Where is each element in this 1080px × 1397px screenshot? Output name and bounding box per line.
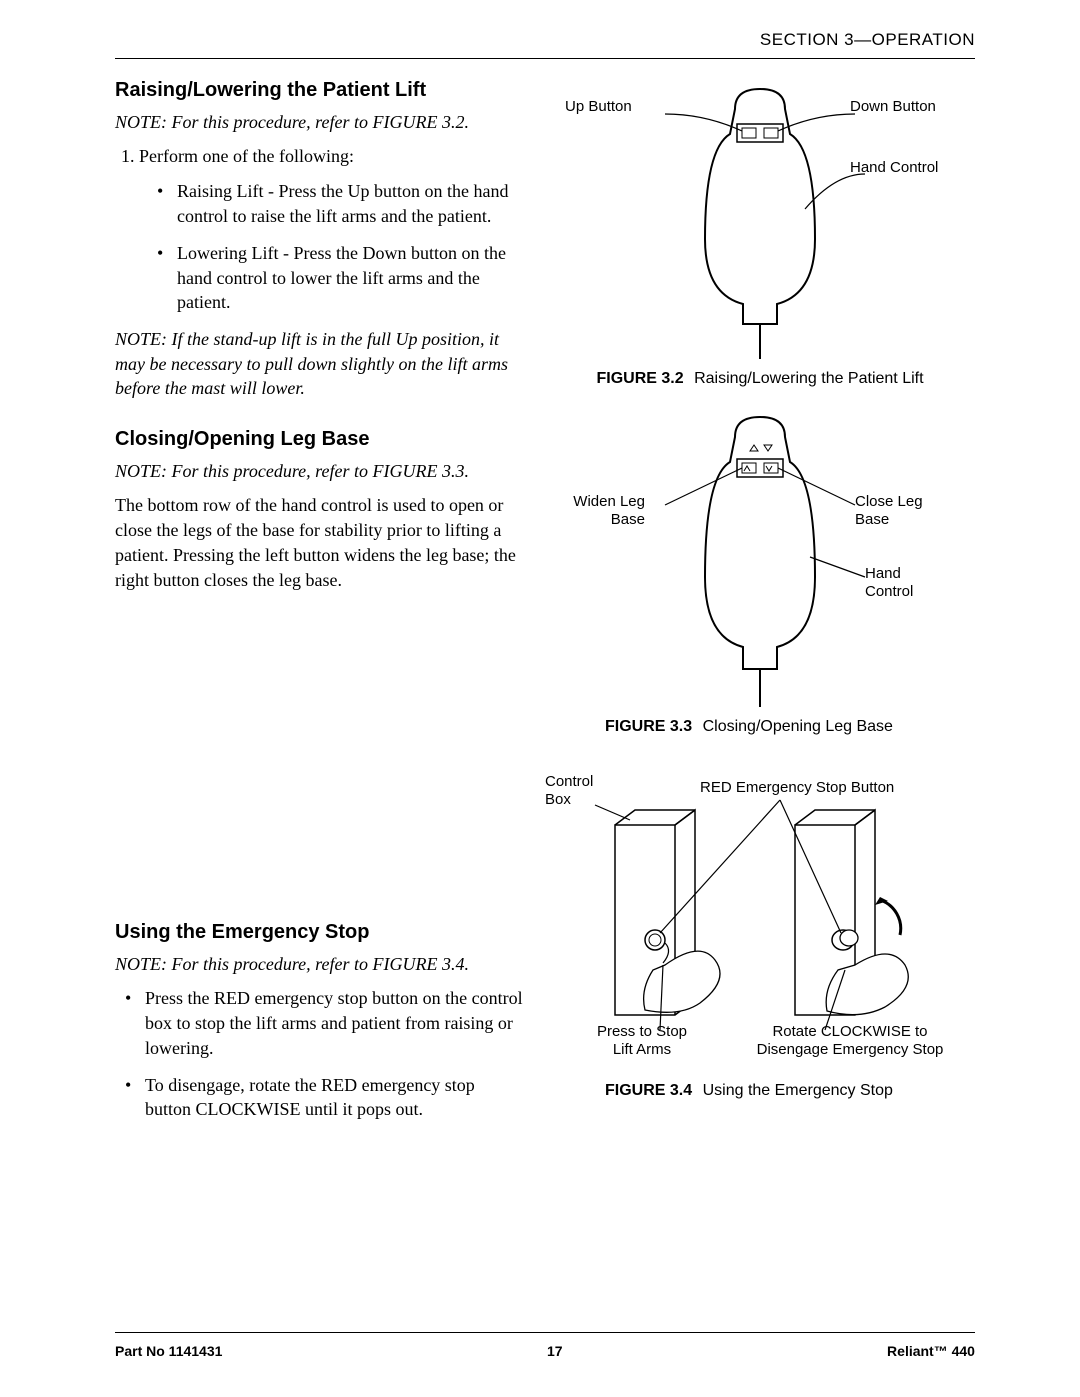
label-close-leg: Close Leg Base bbox=[855, 493, 945, 529]
section-label: SECTION 3—OPERATION bbox=[760, 30, 975, 49]
figure-3-3-caption: FIGURE 3.3 Closing/Opening Leg Base bbox=[545, 718, 975, 736]
estop-bullets: Press the RED emergency stop button on t… bbox=[115, 986, 525, 1122]
note-fullup: NOTE: If the stand-up lift is in the ful… bbox=[115, 327, 525, 400]
footer-page-num: 17 bbox=[547, 1343, 563, 1359]
label-down-button: Down Button bbox=[850, 98, 936, 116]
fig32-num: FIGURE 3.2 bbox=[596, 370, 683, 387]
hand-control-diagram-1 bbox=[545, 79, 975, 359]
figure-3-4: Control Box RED Emergency Stop Button Pr… bbox=[545, 765, 975, 1125]
figure-3-4-caption: FIGURE 3.4 Using the Emergency Stop bbox=[545, 1082, 975, 1100]
heading-raising: Raising/Lowering the Patient Lift bbox=[115, 79, 525, 102]
footer-model: Reliant™ 440 bbox=[887, 1343, 975, 1359]
hand-control-diagram-2 bbox=[545, 407, 975, 707]
fig34-num: FIGURE 3.4 bbox=[605, 1082, 692, 1099]
fig34-title: Using the Emergency Stop bbox=[703, 1082, 893, 1099]
step-list: Perform one of the following: Raising Li… bbox=[115, 144, 525, 315]
heading-estop: Using the Emergency Stop bbox=[115, 921, 525, 944]
legbase-body: The bottom row of the hand control is us… bbox=[115, 493, 525, 592]
label-control-box: Control Box bbox=[545, 773, 615, 809]
step-1: Perform one of the following: Raising Li… bbox=[139, 144, 525, 315]
label-hand-control-1: Hand Control bbox=[850, 159, 938, 177]
step-1-text: Perform one of the following: bbox=[139, 146, 354, 166]
section-leg-base: Closing/Opening Leg Base NOTE: For this … bbox=[115, 428, 525, 593]
fig33-title: Closing/Opening Leg Base bbox=[703, 718, 893, 735]
bullet-rotate-estop: To disengage, rotate the RED emergency s… bbox=[145, 1073, 525, 1123]
right-column: Up Button Down Button Hand Control FIGUR… bbox=[545, 79, 975, 1150]
fig33-num: FIGURE 3.3 bbox=[605, 718, 692, 735]
bullet-lowering: Lowering Lift - Press the Down button on… bbox=[177, 241, 525, 315]
figure-3-2-caption: FIGURE 3.2 Raising/Lowering the Patient … bbox=[545, 370, 975, 388]
main-content: Raising/Lowering the Patient Lift NOTE: … bbox=[115, 79, 975, 1150]
footer-part-no: Part No 1141431 bbox=[115, 1343, 222, 1359]
label-rotate: Rotate CLOCKWISE to Disengage Emergency … bbox=[740, 1023, 960, 1059]
label-press-stop: Press to Stop Lift Arms bbox=[587, 1023, 697, 1059]
bullet-press-estop: Press the RED emergency stop button on t… bbox=[145, 986, 525, 1060]
figure-3-3: Widen Leg Base Close Leg Base Hand Contr… bbox=[545, 407, 975, 747]
step-1-bullets: Raising Lift - Press the Up button on th… bbox=[139, 179, 525, 315]
label-widen-leg: Widen Leg Base bbox=[555, 493, 645, 529]
label-red-button: RED Emergency Stop Button bbox=[700, 779, 894, 797]
figure-3-2: Up Button Down Button Hand Control FIGUR… bbox=[545, 79, 975, 389]
note-fig32: NOTE: For this procedure, refer to FIGUR… bbox=[115, 110, 525, 134]
left-column: Raising/Lowering the Patient Lift NOTE: … bbox=[115, 79, 525, 1150]
section-estop: Using the Emergency Stop NOTE: For this … bbox=[115, 921, 525, 1122]
label-hand-control-2: Hand Control bbox=[865, 565, 945, 601]
bullet-raising: Raising Lift - Press the Up button on th… bbox=[177, 179, 525, 229]
section-raising-lowering: Raising/Lowering the Patient Lift NOTE: … bbox=[115, 79, 525, 400]
note-fig34: NOTE: For this procedure, refer to FIGUR… bbox=[115, 952, 525, 976]
page-footer: Part No 1141431 17 Reliant™ 440 bbox=[115, 1332, 975, 1359]
note-fig33: NOTE: For this procedure, refer to FIGUR… bbox=[115, 459, 525, 483]
spacer bbox=[115, 621, 525, 921]
label-up-button: Up Button bbox=[565, 98, 632, 116]
page-header: SECTION 3—OPERATION bbox=[115, 30, 975, 59]
fig32-title: Raising/Lowering the Patient Lift bbox=[694, 370, 923, 387]
heading-legbase: Closing/Opening Leg Base bbox=[115, 428, 525, 451]
